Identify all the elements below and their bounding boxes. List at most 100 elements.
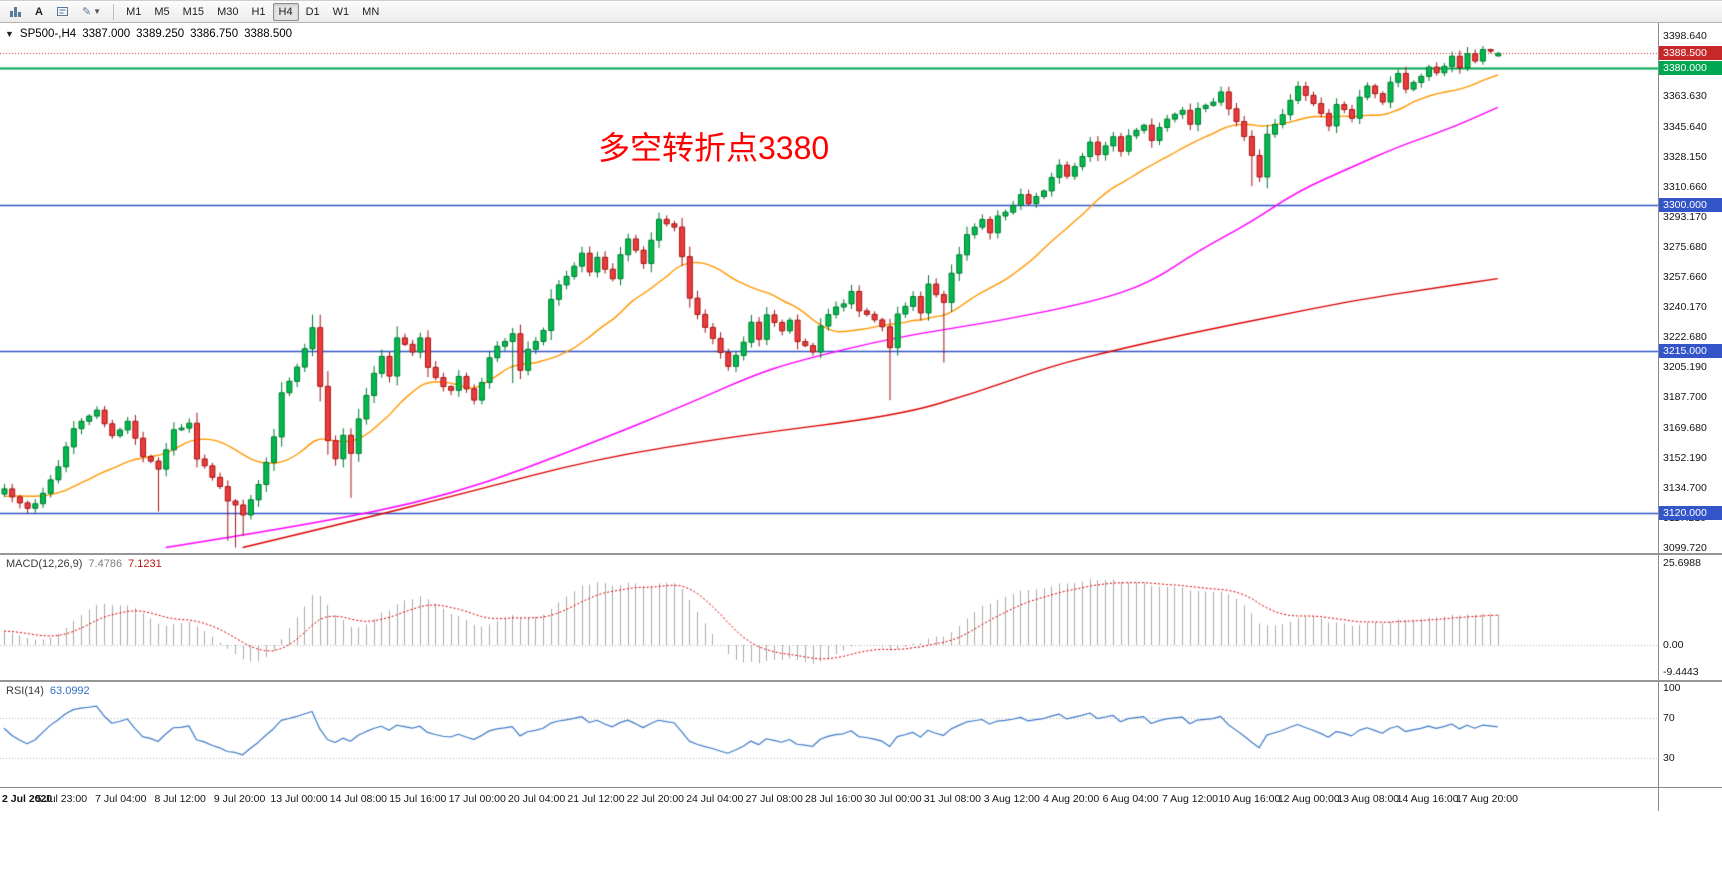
chevron-down-icon: ▼ [93,7,102,16]
macd-canvas[interactable] [0,555,1658,680]
annotation-a-button[interactable]: A [29,3,49,21]
rsi-tick-label: 30 [1663,752,1675,764]
time-tick-label: 9 Jul 20:00 [213,793,266,805]
time-axis-corner [1658,788,1722,811]
text-frame-icon[interactable] [50,3,75,21]
price-level-badge: 3300.000 [1659,197,1722,212]
time-tick-label: 3 Aug 12:00 [983,793,1040,805]
price-tick-label: 3187.700 [1663,391,1707,404]
timeframe-D1-button[interactable]: D1 [300,3,326,21]
price-tick-label: 3293.170 [1663,210,1707,223]
timeframe-MN-button[interactable]: MN [356,3,385,21]
macd-label: MACD(12,26,9) 7.4786 7.1231 [6,558,162,570]
price-tick-label: 3240.170 [1663,301,1707,314]
macd-tick-label: 0.00 [1663,639,1684,651]
time-tick-label: 20 Jul 04:00 [507,793,566,805]
time-tick-label: 7 Jul 04:00 [95,793,147,805]
time-tick-label: 14 Aug 16:00 [1396,793,1459,805]
time-tick-label: 24 Jul 04:00 [686,793,744,805]
timeframe-group: M1 M5 M15 M30 H1 H4 D1 W1 MN [120,2,385,21]
pencil-icon: ✎ [81,6,92,18]
close-value: 3388.500 [244,28,293,40]
price-level-badge: 3380.000 [1659,60,1722,75]
price-tick-label: 3169.680 [1663,422,1707,435]
time-tick-label: 17 Jul 00:00 [448,793,506,805]
timeframe-H1-button[interactable]: H1 [245,3,271,21]
chart-title[interactable]: ▼ SP500-,H4 3387.000 3389.250 3386.750 3… [5,28,292,40]
rsi-canvas[interactable] [0,682,1658,787]
time-tick-label: 12 Aug 00:00 [1277,793,1340,805]
macd-signal-value: 7.1231 [128,558,162,570]
time-tick-label: 13 Jul 00:00 [270,793,328,805]
toolbar: A ✎ ▼ M1 M5 M15 M30 H1 H4 D1 W1 MN [0,1,1722,23]
timeframe-M1-button[interactable]: M1 [120,3,147,21]
timeframe-M30-button[interactable]: M30 [211,3,244,21]
bar-chart-icon[interactable] [3,3,28,21]
price-tick-label: 3257.660 [1663,271,1707,284]
price-tick-label: 3275.680 [1663,240,1707,253]
macd-main-value: 7.4786 [88,558,123,570]
bar-chart-glyph [10,7,21,17]
panel-separator[interactable] [0,553,1722,555]
rsi-tick-label: 70 [1663,712,1675,724]
high-value: 3389.250 [136,28,185,40]
toolbar-separator [113,3,115,20]
main-chart-canvas[interactable] [0,23,1658,553]
rsi-label: RSI(14) 63.0992 [6,685,90,697]
price-tick-label: 3099.720 [1663,542,1707,554]
time-tick-label: 21 Jul 12:00 [567,793,625,805]
macd-name: MACD(12,26,9) [6,558,83,570]
time-tick-label: 17 Aug 20:00 [1456,793,1518,805]
time-tick-label: 27 Jul 08:00 [745,793,803,805]
time-axis[interactable]: 2 Jul 2020 5 Jul 23:00 7 Jul 04:00 8 Jul 12… [0,787,1722,811]
macd-tick-label: 25.6988 [1663,557,1701,569]
macd-panel: MACD(12,26,9) 7.4786 7.1231 25.6988 0.00 -… [0,555,1722,680]
timeframe-W1-button[interactable]: W1 [327,3,356,21]
price-tick-label: 3345.640 [1663,120,1707,133]
price-tick-label: 3152.190 [1663,452,1707,465]
main-chart-panel: ▼ SP500-,H4 3387.000 3389.250 3386.750 3… [0,23,1722,554]
rsi-axis[interactable]: 100 70 30 [1658,682,1722,787]
rsi-tick-label: 100 [1663,682,1681,694]
annotation-text: 多空转折点3380 [598,130,830,166]
time-tick-label: 2 Jul 2020 [2,793,53,805]
time-tick-label: 4 Aug 20:00 [1043,793,1100,805]
price-tick-label: 3134.700 [1663,482,1707,495]
macd-plot: MACD(12,26,9) 7.4786 7.1231 [0,555,1658,680]
price-axis[interactable]: 3398.640 3388.500 3380.000 3363.630 3345.640… [1658,23,1722,554]
frame-glyph [56,7,68,16]
price-tick-label: 3310.660 [1663,180,1707,193]
timeframe-H4-button[interactable]: H4 [272,2,299,21]
low-value: 3386.750 [190,28,239,40]
time-tick-label: 31 Jul 08:00 [923,793,981,805]
price-tick-label: 3363.630 [1663,89,1707,102]
chart-menu-arrow-icon[interactable]: ▼ [5,29,14,39]
price-level-badge: 3120.000 [1659,506,1722,521]
price-tick-label: 3398.640 [1663,30,1707,42]
timeframe-M15-button[interactable]: M15 [177,3,210,21]
rsi-name: RSI(14) [6,685,44,697]
time-tick-label: 5 Jul 23:00 [35,793,88,805]
time-tick-label: 13 Aug 08:00 [1337,793,1400,805]
macd-tick-label: -9.4443 [1663,666,1699,678]
symbol-timeframe-label: SP500-,H4 [19,28,77,40]
time-tick-label: 15 Jul 16:00 [389,793,447,805]
price-tick-label: 3222.680 [1663,331,1707,344]
price-level-badge: 3388.500 [1659,46,1722,61]
rsi-panel: RSI(14) 63.0992 100 70 30 [0,682,1722,787]
drawing-tools-dropdown[interactable]: ✎ ▼ [76,3,107,21]
time-tick-label: 10 Aug 16:00 [1218,793,1281,805]
panel-separator[interactable] [0,680,1722,682]
time-tick-label: 14 Jul 08:00 [329,793,387,805]
price-tick-label: 3328.150 [1663,150,1707,163]
timeframe-M5-button[interactable]: M5 [148,3,175,21]
time-tick-label: 22 Jul 20:00 [626,793,684,805]
price-tick-label: 3205.190 [1663,361,1707,374]
window-blank-area [0,811,1722,890]
time-tick-label: 30 Jul 00:00 [864,793,922,805]
macd-axis[interactable]: 25.6988 0.00 -9.4443 [1658,555,1722,680]
time-tick-label: 8 Jul 12:00 [154,793,206,805]
rsi-plot: RSI(14) 63.0992 [0,682,1658,787]
main-plot: ▼ SP500-,H4 3387.000 3389.250 3386.750 3… [0,23,1658,553]
